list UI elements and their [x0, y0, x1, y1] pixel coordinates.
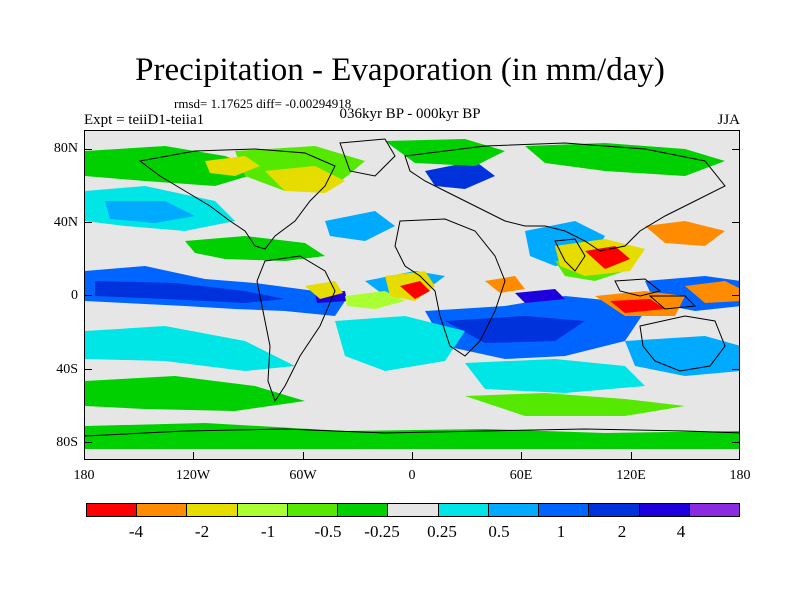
colorbar: [86, 503, 740, 517]
colorbar-label: -2: [194, 522, 210, 541]
colorbar-swatch: [187, 504, 238, 516]
stats-text: rmsd= 1.17625 diff= -0.00294918: [174, 96, 352, 111]
plot-title: Precipitation - Evaporation (in mm/day): [135, 52, 665, 88]
y-tick: [732, 442, 740, 443]
colorbar-swatch: [589, 504, 640, 516]
x-tick-label: 120W: [175, 468, 211, 483]
y-tick: [84, 442, 92, 443]
colorbar-label: 0.5: [488, 522, 510, 541]
colorbar-swatch: [388, 504, 439, 516]
very-dry-region: [685, 281, 739, 303]
y-tick: [732, 222, 740, 223]
very-dry-region: [485, 276, 525, 293]
colorbar-swatch: [488, 504, 540, 516]
y-tick: [84, 222, 92, 223]
very-dry-region: [205, 156, 260, 176]
y-tick-label: 40S: [56, 362, 78, 377]
dry-region: [385, 139, 505, 166]
y-tick-label: 80S: [56, 435, 78, 450]
very-dry-region: [610, 299, 665, 313]
y-tick: [732, 295, 740, 296]
x-tick-label: 60W: [289, 468, 317, 483]
colorbar-label: -1: [260, 522, 276, 541]
dry-region: [85, 146, 265, 186]
colorbar-label: -0.25: [364, 522, 400, 541]
map-panel: [84, 130, 740, 460]
colorbar-swatch: [87, 504, 138, 516]
very-dry-region: [585, 246, 630, 269]
wet-region: [335, 316, 465, 371]
colorbar-swatch: [237, 504, 288, 516]
colorbar-swatch: [539, 504, 590, 516]
wet-region: [325, 211, 395, 241]
dry-region: [525, 143, 725, 176]
colorbar-label: 2: [617, 522, 627, 541]
experiment-label: Expt = teiiD1-teiia1: [84, 112, 205, 128]
colorbar-label: 4: [676, 522, 686, 541]
colorbar-swatch: [639, 504, 690, 516]
x-tick-label: 60E: [509, 468, 533, 483]
x-tick: [412, 452, 413, 460]
colorbar-label: 1: [556, 522, 566, 541]
coastlines: [85, 138, 739, 437]
y-tick: [84, 149, 92, 150]
colorbar-swatch: [287, 504, 339, 516]
dry-region: [465, 393, 685, 416]
very-dry-region: [400, 281, 430, 299]
very-dry-region: [645, 221, 725, 246]
x-tick: [521, 452, 522, 460]
x-tick: [303, 452, 304, 460]
very-wet-region: [515, 289, 565, 303]
y-tick: [84, 295, 92, 296]
colorbar-swatch: [137, 504, 188, 516]
colorbar-swatch: [338, 504, 389, 516]
colorbar-label: 0.25: [427, 522, 457, 541]
y-tick-label: 40N: [53, 215, 78, 230]
x-tick-label: 0: [408, 468, 416, 483]
x-tick: [193, 452, 194, 460]
dry-region: [185, 236, 325, 261]
colorbar-label: -0.5: [314, 522, 342, 541]
map-field: [85, 131, 739, 459]
y-tick-label: 0: [71, 288, 78, 303]
x-tick-label: 180: [729, 468, 751, 483]
x-tick: [631, 452, 632, 460]
period-label: 036kyr BP - 000kyr BP: [339, 106, 481, 122]
y-tick: [732, 149, 740, 150]
wet-region: [445, 316, 585, 343]
wet-region: [85, 326, 295, 371]
wet-region: [465, 359, 645, 393]
wet-region: [105, 201, 195, 223]
colorbar-swatch: [438, 504, 489, 516]
colorbar-swatch: [689, 504, 740, 516]
wet-region: [95, 281, 285, 303]
dry-region: [85, 376, 305, 411]
y-tick: [84, 369, 92, 370]
x-tick-label: 180: [73, 468, 95, 483]
season-label: JJA: [717, 112, 740, 128]
y-tick: [732, 369, 740, 370]
wet-region: [425, 161, 495, 189]
y-tick-label: 80N: [53, 141, 78, 156]
x-tick-label: 120E: [616, 468, 646, 483]
colorbar-label: -4: [128, 522, 144, 541]
